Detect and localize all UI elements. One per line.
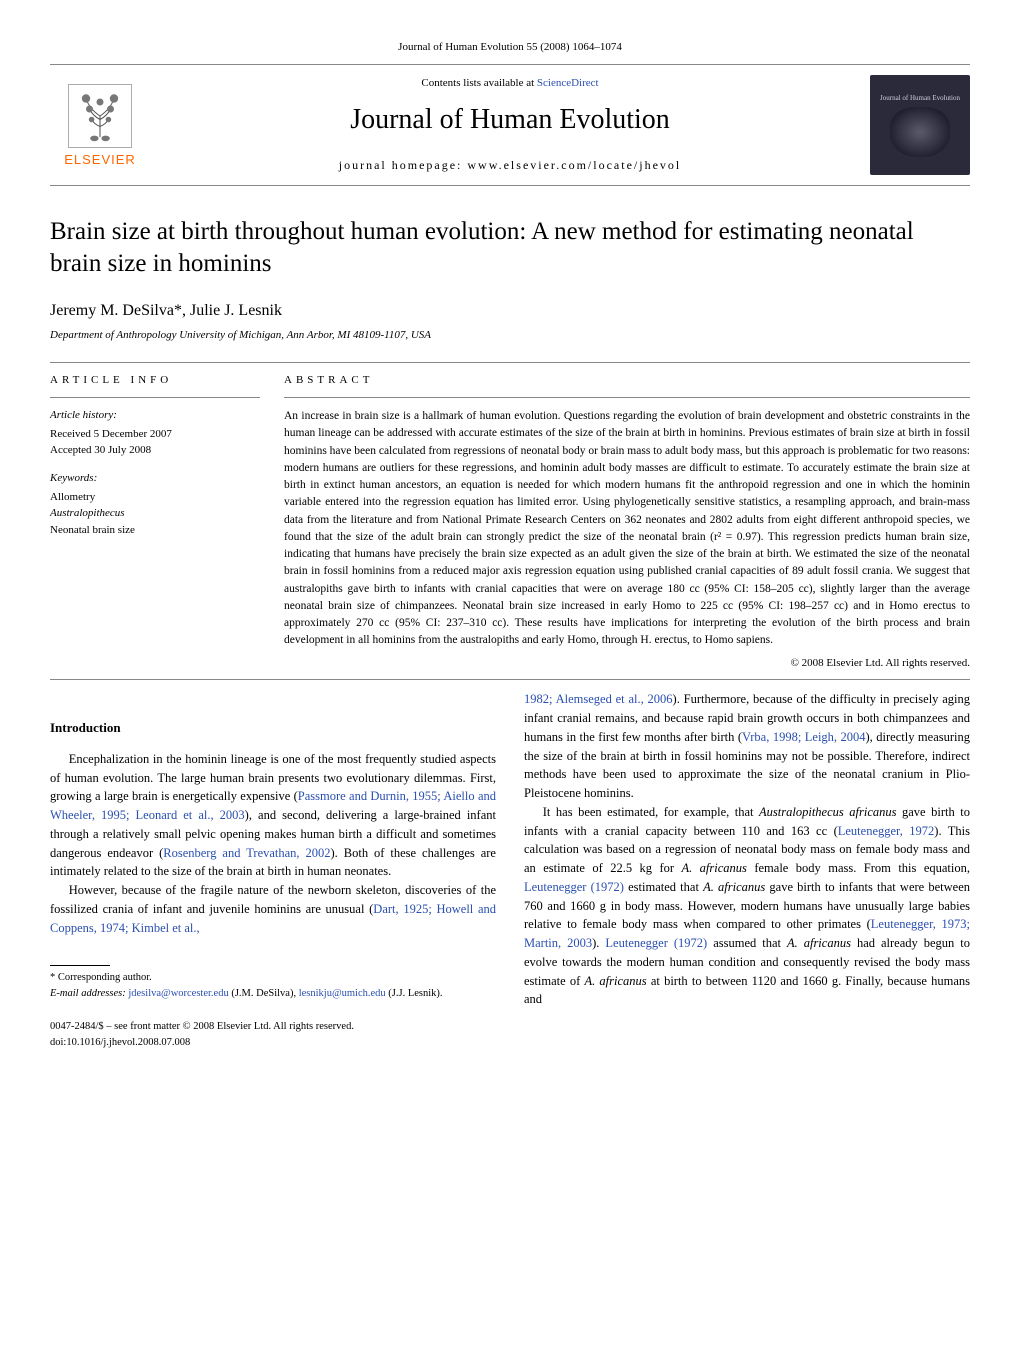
- header-center: Contents lists available at ScienceDirec…: [150, 76, 870, 174]
- footer-copyright: 0047-2484/$ – see front matter © 2008 El…: [50, 1019, 496, 1035]
- journal-reference: Journal of Human Evolution 55 (2008) 106…: [50, 40, 970, 56]
- elsevier-brand-text: ELSEVIER: [64, 151, 136, 170]
- email-lesnik[interactable]: lesnikju@umich.edu: [299, 988, 386, 999]
- article-info-column: ARTICLE INFO Article history: Received 5…: [50, 373, 260, 671]
- keyword-0: Allometry: [50, 489, 260, 506]
- keywords-block: Keywords: Allometry Australopithecus Neo…: [50, 471, 260, 538]
- contents-prefix: Contents lists available at: [421, 77, 536, 89]
- footer-doi: doi:10.1016/j.jhevol.2008.07.008: [50, 1035, 496, 1051]
- keyword-2: Neonatal brain size: [50, 522, 260, 539]
- species-africanus-1: Australopithecus africanus: [759, 805, 896, 819]
- journal-homepage-line: journal homepage: www.elsevier.com/locat…: [150, 157, 870, 174]
- c2p2-text-8: assumed that: [707, 936, 787, 950]
- sciencedirect-link[interactable]: ScienceDirect: [537, 77, 599, 89]
- species-africanus-4: A. africanus: [787, 936, 851, 950]
- email-desilva[interactable]: jdesilva@worcester.edu: [128, 988, 228, 999]
- c2p2-text-4: female body mass. From this equation,: [747, 861, 970, 875]
- article-title: Brain size at birth throughout human evo…: [50, 216, 970, 281]
- journal-cover-thumbnail: Journal of Human Evolution: [870, 75, 970, 175]
- corresponding-author-note: * Corresponding author.: [50, 970, 496, 985]
- introduction-heading: Introduction: [50, 718, 496, 738]
- intro-paragraph-1: Encephalization in the hominin lineage i…: [50, 750, 496, 881]
- cover-skull-icon: [890, 107, 950, 157]
- contents-available-line: Contents lists available at ScienceDirec…: [150, 76, 870, 92]
- history-received: Received 5 December 2007: [50, 426, 260, 443]
- intro-paragraph-2: However, because of the fragile nature o…: [50, 881, 496, 937]
- keyword-1: Australopithecus: [50, 505, 260, 522]
- footnote-block: * Corresponding author. E-mail addresses…: [50, 965, 496, 1000]
- article-info-heading: ARTICLE INFO: [50, 373, 260, 389]
- citation-rosenberg[interactable]: Rosenberg and Trevathan, 2002: [163, 846, 330, 860]
- elsevier-tree-icon: [65, 81, 135, 151]
- citation-leutenegger-2[interactable]: Leutenegger (1972): [524, 880, 624, 894]
- abstract-heading: ABSTRACT: [284, 373, 970, 389]
- email-name-1: (J.M. DeSilva),: [229, 988, 299, 999]
- col2-paragraph-1: 1982; Alemseged et al., 2006). Furthermo…: [524, 690, 970, 803]
- abstract-text: An increase in brain size is a hallmark …: [284, 408, 970, 650]
- authors-line: Jeremy M. DeSilva*, Julie J. Lesnik: [50, 299, 970, 322]
- c2p2-text-1: It has been estimated, for example, that: [543, 805, 759, 819]
- affiliation: Department of Anthropology University of…: [50, 328, 970, 344]
- citation-leutenegger-4[interactable]: Leutenegger (1972): [605, 936, 707, 950]
- species-africanus-3: A. africanus: [703, 880, 765, 894]
- email-name-2: (J.J. Lesnik).: [386, 988, 443, 999]
- keywords-heading: Keywords:: [50, 471, 260, 487]
- footnote-separator: [50, 965, 110, 966]
- journal-name: Journal of Human Evolution: [150, 100, 870, 141]
- cover-title-text: Journal of Human Evolution: [880, 93, 960, 103]
- meta-bottom-rule: [50, 679, 970, 680]
- meta-top-rule: [50, 362, 970, 363]
- elsevier-logo: ELSEVIER: [50, 81, 150, 170]
- homepage-prefix: journal homepage:: [339, 158, 468, 172]
- abstract-column: ABSTRACT An increase in brain size is a …: [284, 373, 970, 671]
- article-info-rule: [50, 397, 260, 398]
- article-meta-row: ARTICLE INFO Article history: Received 5…: [50, 373, 970, 671]
- citation-vrba[interactable]: Vrba, 1998; Leigh, 2004: [742, 730, 866, 744]
- body-two-column: Introduction Encephalization in the homi…: [50, 690, 970, 1050]
- c2p2-text-7: ).: [592, 936, 605, 950]
- email-prefix: E-mail addresses:: [50, 988, 128, 999]
- citation-leutenegger-1[interactable]: Leutenegger, 1972: [838, 824, 935, 838]
- citation-alemseged[interactable]: 1982; Alemseged et al., 2006: [524, 692, 673, 706]
- journal-header: ELSEVIER Contents lists available at Sci…: [50, 64, 970, 186]
- abstract-rule: [284, 397, 970, 398]
- species-africanus-2: A. africanus: [681, 861, 746, 875]
- history-accepted: Accepted 30 July 2008: [50, 442, 260, 459]
- c2p2-text-5: estimated that: [624, 880, 703, 894]
- email-addresses-line: E-mail addresses: jdesilva@worcester.edu…: [50, 986, 496, 1001]
- species-africanus-5: A. africanus: [584, 974, 646, 988]
- article-history-heading: Article history:: [50, 408, 260, 424]
- homepage-url: www.elsevier.com/locate/jhevol: [467, 158, 681, 172]
- abstract-copyright: © 2008 Elsevier Ltd. All rights reserved…: [284, 656, 970, 672]
- col2-paragraph-2: It has been estimated, for example, that…: [524, 803, 970, 1009]
